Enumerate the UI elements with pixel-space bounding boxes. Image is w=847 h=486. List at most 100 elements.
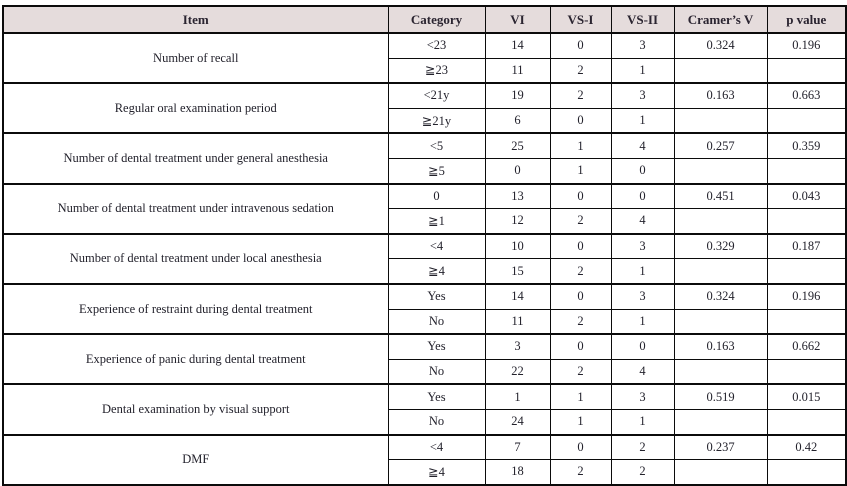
cramers-v-cell: 0.519	[673, 383, 768, 410]
category-cell: 0	[387, 182, 486, 210]
cramers-v-cell	[673, 258, 768, 285]
vi-cell: 0	[484, 157, 551, 185]
item-cell: Number of dental treatment under local a…	[2, 232, 389, 285]
col-header-vi: VI	[484, 5, 551, 34]
table-row: Number of dental treatment under local a…	[2, 232, 847, 285]
col-header-vs-ii: VS-II	[610, 5, 675, 34]
category-cell: Yes	[387, 282, 486, 310]
cramers-v-cell: 0.163	[673, 82, 768, 109]
table-row: Number of dental treatment under intrave…	[2, 182, 847, 235]
vi-cell: 14	[484, 31, 551, 59]
cramers-v-cell: 0.237	[673, 433, 768, 461]
category-cell: ≧1	[387, 208, 486, 235]
item-cell: Regular oral examination period	[2, 82, 389, 134]
cramers-v-cell	[673, 408, 768, 436]
category-cell: Yes	[387, 383, 486, 410]
category-cell: <4	[387, 433, 486, 461]
vs-i-cell: 2	[549, 208, 612, 235]
item-cell: Dental examination by visual support	[2, 383, 389, 436]
p-value-cell	[766, 157, 847, 185]
category-cell: No	[387, 408, 486, 436]
cramers-v-cell	[673, 308, 768, 335]
p-value-cell	[766, 459, 847, 486]
vi-cell: 10	[484, 232, 551, 260]
table-row: Dental examination by visual support Yes…	[2, 383, 847, 436]
col-header-p-value: p value	[766, 5, 847, 34]
vs-i-cell: 2	[549, 82, 612, 109]
table-row: No 22 2 4	[3, 358, 847, 385]
item-cell: Number of dental treatment under intrave…	[2, 182, 389, 235]
p-value-cell	[766, 208, 847, 235]
vi-cell: 18	[484, 459, 551, 486]
vi-cell: 22	[484, 358, 551, 385]
cramers-v-cell: 0.324	[673, 31, 768, 59]
item-cell: Experience of panic during dental treatm…	[2, 333, 389, 385]
cramers-v-cell	[673, 208, 768, 235]
vs-ii-cell: 3	[610, 31, 675, 59]
p-value-cell: 0.359	[766, 132, 847, 159]
cramers-v-cell: 0.163	[673, 333, 768, 360]
p-value-cell: 0.663	[766, 82, 847, 109]
vs-ii-cell: 2	[610, 433, 675, 461]
vs-ii-cell: 3	[610, 282, 675, 310]
vs-ii-cell: 2	[610, 459, 675, 486]
vi-cell: 13	[484, 182, 551, 210]
vs-ii-cell: 3	[610, 383, 675, 410]
vs-ii-cell: 3	[610, 232, 675, 260]
item-cell: Number of recall	[2, 31, 389, 84]
vs-i-cell: 2	[549, 459, 612, 486]
table-row: DMF <4 7 0 2 0.237 0.42	[2, 433, 847, 486]
cramers-v-cell	[673, 358, 768, 385]
col-header-category: Category	[387, 5, 486, 34]
vi-cell: 14	[484, 282, 551, 310]
vi-cell: 1	[484, 383, 551, 410]
item-cell: Experience of restraint during dental tr…	[2, 282, 389, 335]
category-cell: <21y	[387, 82, 486, 109]
vs-i-cell: 1	[549, 408, 612, 436]
table-row: Number of dental treatment under general…	[2, 132, 847, 185]
vs-i-cell: 2	[549, 358, 612, 385]
cramers-v-cell	[673, 157, 768, 185]
col-header-vs-i: VS-I	[549, 5, 612, 34]
category-cell: No	[387, 358, 486, 385]
p-value-cell: 0.196	[766, 31, 847, 59]
vs-i-cell: 2	[549, 258, 612, 285]
col-header-item: Item	[2, 5, 389, 34]
table-row: No 24 1 1	[3, 408, 847, 436]
item-cell: Number of dental treatment under general…	[2, 132, 389, 185]
p-value-cell: 0.043	[766, 182, 847, 210]
vs-ii-cell: 0	[610, 333, 675, 360]
vi-cell: 7	[484, 433, 551, 461]
vs-ii-cell: 4	[610, 208, 675, 235]
vs-i-cell: 0	[549, 182, 612, 210]
p-value-cell: 0.015	[766, 383, 847, 410]
vi-cell: 3	[484, 333, 551, 360]
vs-i-cell: 0	[549, 232, 612, 260]
category-cell: <4	[387, 232, 486, 260]
statistics-table-container: Item Category VI VS-I VS-II Cramer’s V p…	[2, 5, 847, 486]
category-cell: <5	[387, 132, 486, 159]
cramers-v-cell: 0.451	[673, 182, 768, 210]
p-value-cell	[766, 358, 847, 385]
table-row: Number of recall <23 14 0 3 0.324 0.196	[2, 31, 847, 84]
cramers-v-cell	[673, 57, 768, 84]
vs-i-cell: 2	[549, 57, 612, 84]
vs-ii-cell: 1	[610, 258, 675, 285]
statistics-table: Item Category VI VS-I VS-II Cramer’s V p…	[2, 5, 847, 486]
cramers-v-cell	[673, 459, 768, 486]
p-value-cell	[766, 308, 847, 335]
vi-cell: 12	[484, 208, 551, 235]
vs-ii-cell: 1	[610, 57, 675, 84]
category-cell: ≧23	[387, 57, 486, 84]
cramers-v-cell: 0.257	[673, 132, 768, 159]
table-row: Regular oral examination period <21y 19 …	[2, 82, 847, 134]
vs-i-cell: 1	[549, 383, 612, 410]
col-header-cramers-v: Cramer’s V	[673, 5, 768, 34]
cramers-v-cell	[673, 107, 768, 134]
vi-cell: 11	[484, 57, 551, 84]
vs-ii-cell: 1	[610, 308, 675, 335]
vs-ii-cell: 4	[610, 358, 675, 385]
p-value-cell	[766, 107, 847, 134]
table-row: ≧21y 6 0 1	[3, 107, 847, 134]
p-value-cell: 0.42	[766, 433, 847, 461]
